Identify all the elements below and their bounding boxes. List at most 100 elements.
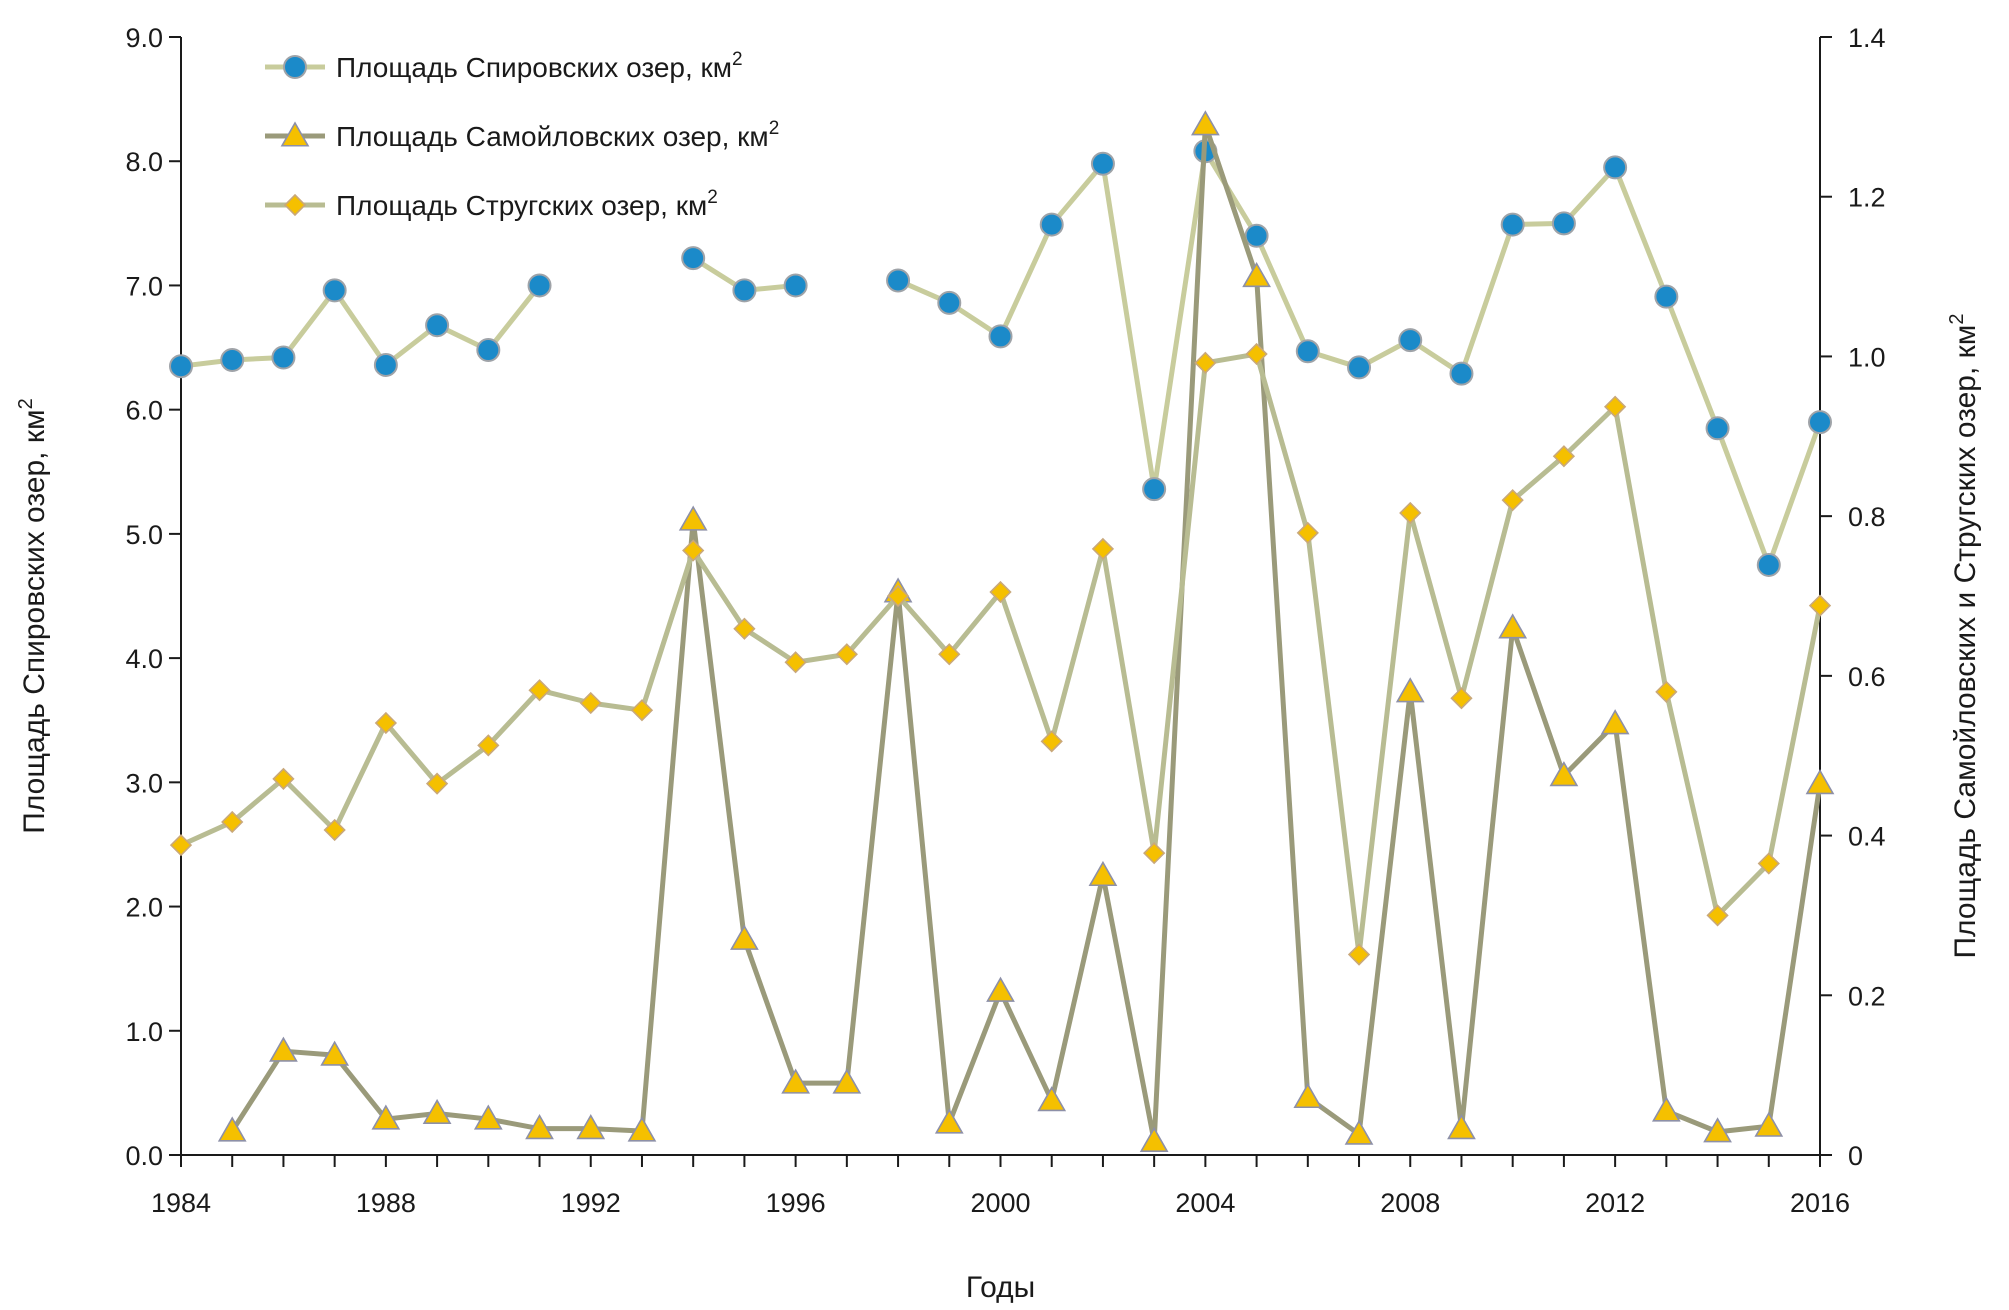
data-point-circle <box>527 273 552 298</box>
data-point-triangle <box>1703 1117 1732 1143</box>
data-point-circle <box>988 324 1013 349</box>
y-left-tick-label: 0.0 <box>125 1141 163 1171</box>
data-point-triangle <box>217 1116 247 1142</box>
data-point-diamond <box>323 818 346 842</box>
data-point-circle <box>783 273 808 298</box>
data-point-triangle <box>1447 1114 1476 1140</box>
y-right-tick-label: 0.6 <box>1848 662 1886 692</box>
data-point-triangle <box>1344 1119 1374 1145</box>
data-point-triangle <box>320 1040 350 1066</box>
x-tick-label: 1992 <box>561 1188 621 1218</box>
y-left-tick-label: 5.0 <box>125 520 163 550</box>
x-tick-label: 1988 <box>356 1188 416 1218</box>
y-right-tick-label: 1.0 <box>1848 342 1886 372</box>
legend-label-text: Площадь Спировских озер, км <box>336 52 732 83</box>
y-left-tick-label: 1.0 <box>125 1017 163 1047</box>
y-right-axis-title: Площадь Самойловских и Стругских озер, к… <box>1946 313 1982 958</box>
data-point-diamond <box>528 679 551 702</box>
data-point-triangle <box>781 1068 811 1094</box>
data-point-circle <box>1603 155 1628 180</box>
data-point-triangle <box>1037 1086 1067 1112</box>
data-point-diamond <box>374 711 398 735</box>
data-point-diamond <box>1091 537 1115 561</box>
data-point-circle <box>681 246 706 271</box>
legend-item-1: Площадь Спировских озер, км2 <box>265 49 743 83</box>
legend-item-2: Площадь Самойловских озер, км2 <box>265 118 779 152</box>
data-point-triangle <box>627 1116 657 1142</box>
data-point-circle <box>1808 410 1832 435</box>
legend-label: Площадь Стругских озер, км2 <box>336 187 718 221</box>
data-point-triangle <box>1088 860 1118 887</box>
data-point-diamond <box>784 651 807 674</box>
data-point-diamond <box>1450 687 1473 710</box>
data-point-circle <box>1449 361 1474 386</box>
axis-title-superscript: 2 <box>15 398 37 409</box>
data-point-diamond <box>886 584 910 608</box>
data-point-triangle <box>525 1114 554 1140</box>
legend-label-superscript: 2 <box>732 49 743 70</box>
data-point-triangle <box>986 976 1015 1002</box>
legend-item-3: Площадь Стругских озер, км2 <box>265 187 718 221</box>
series-2 <box>217 110 1835 1152</box>
data-point-circle <box>1142 477 1167 502</box>
data-point-circle <box>271 345 296 370</box>
x-tick-label: 2008 <box>1380 1188 1440 1218</box>
axis-title-text: Площадь Самойловских и Стругских озер, к… <box>1949 325 1982 959</box>
data-point-circle <box>937 290 962 315</box>
series-line <box>179 351 1823 958</box>
data-point-circle <box>1347 355 1372 380</box>
data-point-circle <box>1654 284 1679 309</box>
data-point-triangle <box>1190 110 1220 136</box>
y-left-tick-label: 3.0 <box>125 768 163 798</box>
legend-label-superscript: 2 <box>769 118 780 139</box>
data-point-triangle <box>1498 613 1528 639</box>
x-tick-label: 2004 <box>1175 1188 1235 1218</box>
x-tick-label: 1996 <box>766 1188 826 1218</box>
data-point-circle <box>220 347 245 372</box>
data-point-diamond <box>1143 842 1166 865</box>
data-point-triangle <box>730 924 759 950</box>
y-left-tick-label: 8.0 <box>125 147 163 177</box>
y-left-tick-label: 4.0 <box>125 644 163 674</box>
data-point-diamond <box>425 772 449 795</box>
data-point-circle <box>169 354 193 379</box>
data-point-circle <box>1039 212 1064 237</box>
data-point-circle <box>1090 151 1115 176</box>
data-point-circle <box>732 278 757 303</box>
data-point-triangle <box>678 505 708 531</box>
data-point-diamond <box>1757 852 1780 875</box>
data-point-diamond <box>169 834 193 857</box>
legend-label-superscript: 2 <box>707 187 718 208</box>
data-point-circle <box>425 313 450 338</box>
data-point-diamond <box>1194 351 1217 374</box>
data-point-diamond <box>221 810 244 834</box>
data-point-triangle <box>371 1104 401 1130</box>
data-point-triangle <box>1805 769 1835 795</box>
y-left-tick-label: 9.0 <box>125 23 163 53</box>
legend-label-text: Площадь Самойловских озер, км <box>336 121 769 152</box>
data-point-diamond <box>272 767 295 791</box>
axis-title-text: Площадь Спировских озер, км <box>18 409 51 833</box>
axis-title-superscript: 2 <box>1946 313 1968 324</box>
x-axis-title: Годы <box>966 1271 1035 1304</box>
data-point-diamond <box>1655 680 1678 703</box>
data-point-diamond <box>682 539 705 562</box>
data-point-circle <box>322 278 347 303</box>
y-right-tick-label: 0.4 <box>1848 822 1886 852</box>
series-1 <box>169 139 1832 577</box>
y-right-tick-label: 0.2 <box>1848 981 1886 1011</box>
data-point-diamond <box>1347 943 1371 966</box>
data-point-triangle <box>269 1036 298 1062</box>
data-point-triangle <box>473 1104 503 1130</box>
y-right-tick-label: 1.2 <box>1848 183 1886 213</box>
data-point-triangle <box>1600 709 1630 735</box>
data-point-diamond <box>1040 730 1063 753</box>
y-left-tick-label: 6.0 <box>125 396 163 426</box>
data-point-circle <box>1705 416 1730 441</box>
data-point-circle <box>283 55 307 79</box>
data-point-diamond <box>1296 521 1319 545</box>
data-point-diamond <box>1552 445 1576 468</box>
data-point-diamond <box>1501 489 1524 512</box>
